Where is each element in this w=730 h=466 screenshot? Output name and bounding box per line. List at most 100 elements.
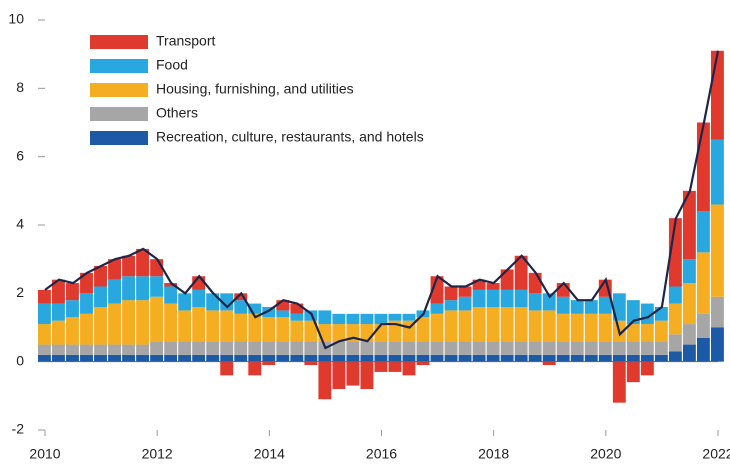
legend-swatch xyxy=(90,107,148,121)
bar-segment xyxy=(37,289,51,304)
bar-segment xyxy=(80,344,93,355)
bar-segment xyxy=(192,289,206,307)
y-tick-label: 6 xyxy=(16,147,24,163)
bar-segment xyxy=(458,341,472,355)
bar-segment xyxy=(528,354,542,362)
bar-segment xyxy=(248,313,262,342)
bar-segment xyxy=(668,334,682,352)
bar-segment xyxy=(276,300,290,311)
bar-segment xyxy=(500,289,514,307)
bar-segment xyxy=(206,310,220,342)
bar-segment xyxy=(542,354,556,362)
bar-segment xyxy=(570,341,584,355)
bar-segment xyxy=(612,361,626,403)
bar-segment xyxy=(500,307,514,342)
legend-swatch xyxy=(90,83,148,97)
x-tick-label: 2014 xyxy=(254,446,285,462)
x-tick-label: 2020 xyxy=(590,446,621,462)
bar-segment xyxy=(556,296,570,314)
bar-segment xyxy=(710,204,724,297)
bar-segment xyxy=(318,354,332,362)
bar-segment xyxy=(276,341,290,355)
bar-segment xyxy=(654,354,668,362)
bar-segment xyxy=(388,341,402,355)
bar-segment xyxy=(626,361,640,383)
bar-segment xyxy=(192,307,206,342)
bar-segment xyxy=(388,354,402,362)
bar-segment xyxy=(220,293,234,311)
bar-segment xyxy=(668,303,682,335)
bar-segment xyxy=(584,354,598,362)
bar-segment xyxy=(444,300,458,311)
bar-segment xyxy=(430,313,444,342)
bar-segment xyxy=(402,313,416,321)
bar-segment xyxy=(248,303,262,314)
bar-segment xyxy=(164,283,178,287)
y-tick-label: 10 xyxy=(8,11,24,27)
bar-segment xyxy=(626,324,640,342)
bar-segment xyxy=(500,341,514,355)
bar-segment xyxy=(164,303,178,342)
bar-segment xyxy=(388,313,402,321)
bar-segment xyxy=(486,283,500,290)
bar-segment xyxy=(164,341,178,355)
bar-segment xyxy=(332,341,346,355)
bar-segment xyxy=(696,122,710,212)
bar-segment xyxy=(570,313,584,342)
bar-segment xyxy=(528,341,542,355)
bar-segment xyxy=(514,289,528,307)
bar-segment xyxy=(654,307,668,321)
bar-segment xyxy=(444,310,458,342)
bar-segment xyxy=(486,341,500,355)
bar-segment xyxy=(150,341,164,355)
bar-segment xyxy=(612,354,626,362)
bar-segment xyxy=(556,313,570,342)
bar-segment xyxy=(290,354,304,362)
legend-label: Transport xyxy=(156,33,216,49)
bar-segment xyxy=(416,361,430,366)
bar-segment xyxy=(94,266,107,287)
bar-segment xyxy=(136,344,150,355)
legend-swatch xyxy=(90,35,148,49)
bar-segment xyxy=(514,354,528,362)
bar-segment xyxy=(710,50,724,140)
bar-segment xyxy=(94,307,107,345)
bar-segment xyxy=(416,341,430,355)
bar-segment xyxy=(654,341,668,355)
legend-label: Others xyxy=(156,105,198,121)
bar-segment xyxy=(528,310,542,342)
bar-segment xyxy=(346,313,360,325)
bar-segment xyxy=(318,324,332,342)
bar-segment xyxy=(136,248,150,277)
bar-segment xyxy=(486,289,500,307)
bar-segment xyxy=(360,361,374,389)
bar-segment xyxy=(192,354,206,362)
bar-segment xyxy=(500,269,514,290)
bar-segment xyxy=(542,293,556,311)
bar-segment xyxy=(556,354,570,362)
bar-segment xyxy=(640,324,654,342)
bar-segment xyxy=(640,354,654,362)
bar-segment xyxy=(262,361,276,366)
bar-segment xyxy=(640,341,654,355)
bar-segment xyxy=(122,276,136,301)
bar-segment xyxy=(150,354,164,362)
bar-segment xyxy=(136,300,150,345)
bar-segment xyxy=(584,341,598,355)
bar-segment xyxy=(514,255,528,290)
x-tick-label: 2022 xyxy=(702,446,730,462)
bar-segment xyxy=(80,272,93,294)
x-tick-label: 2012 xyxy=(142,446,173,462)
bar-segment xyxy=(612,293,626,321)
bar-segment xyxy=(248,361,262,376)
bar-segment xyxy=(598,341,612,355)
bar-segment xyxy=(304,354,318,362)
bar-segment xyxy=(304,320,318,342)
bar-segment xyxy=(206,341,220,355)
bar-segment xyxy=(108,344,121,355)
bar-segment xyxy=(374,341,388,355)
bar-segment xyxy=(430,276,444,304)
bar-segment xyxy=(248,341,262,355)
bar-segment xyxy=(108,279,121,304)
legend-label: Food xyxy=(156,57,188,73)
